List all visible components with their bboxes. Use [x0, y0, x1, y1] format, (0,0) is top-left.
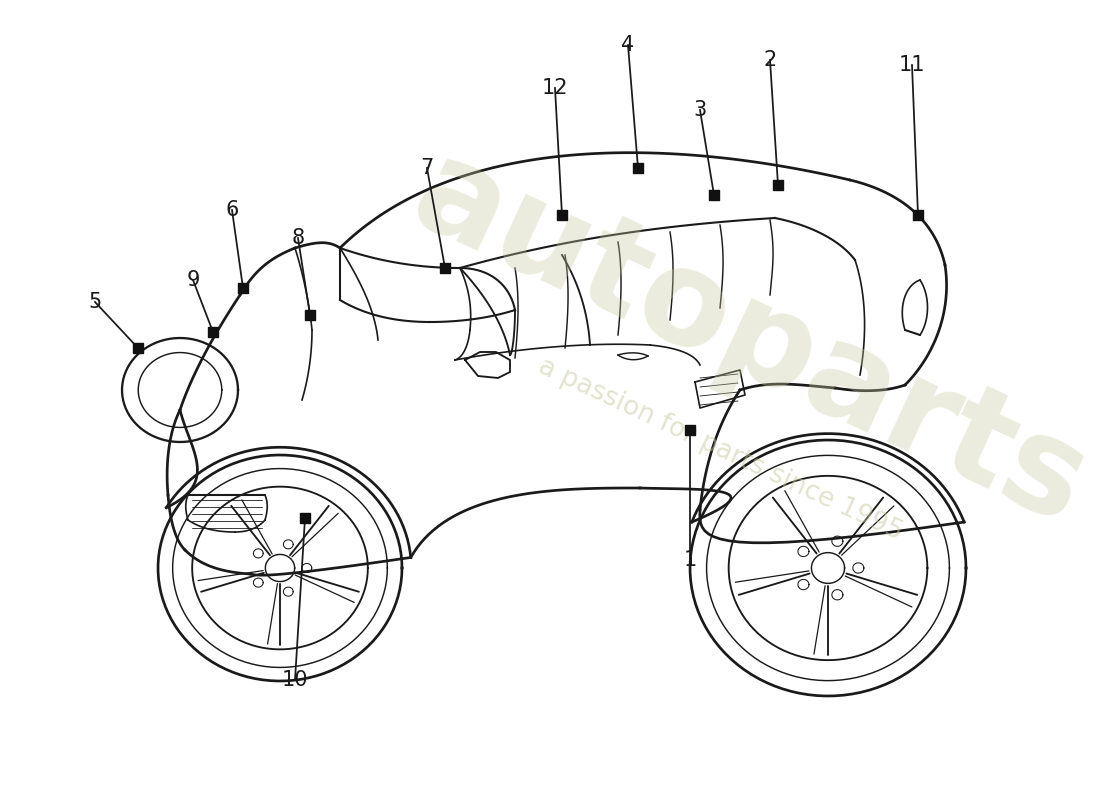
Text: 8: 8	[292, 228, 305, 248]
Point	[234, 282, 252, 294]
Text: 4: 4	[621, 35, 635, 55]
Point	[681, 424, 698, 437]
Text: 3: 3	[693, 100, 706, 120]
Point	[705, 189, 723, 202]
Text: autoparts: autoparts	[394, 129, 1100, 551]
Point	[629, 162, 647, 174]
Point	[910, 209, 927, 222]
Point	[205, 326, 222, 338]
Text: 12: 12	[541, 78, 569, 98]
Text: 1: 1	[683, 550, 696, 570]
Point	[129, 342, 146, 354]
Point	[301, 309, 319, 322]
Text: 5: 5	[88, 292, 101, 312]
Text: 2: 2	[763, 50, 777, 70]
Text: 10: 10	[282, 670, 308, 690]
Text: 9: 9	[186, 270, 200, 290]
Point	[437, 262, 454, 274]
Point	[553, 209, 571, 222]
Point	[296, 512, 314, 525]
Point	[769, 178, 786, 191]
Text: 11: 11	[899, 55, 925, 75]
Text: 7: 7	[420, 158, 433, 178]
Text: 6: 6	[226, 200, 239, 220]
Text: a passion for parts since 1995: a passion for parts since 1995	[534, 354, 906, 546]
